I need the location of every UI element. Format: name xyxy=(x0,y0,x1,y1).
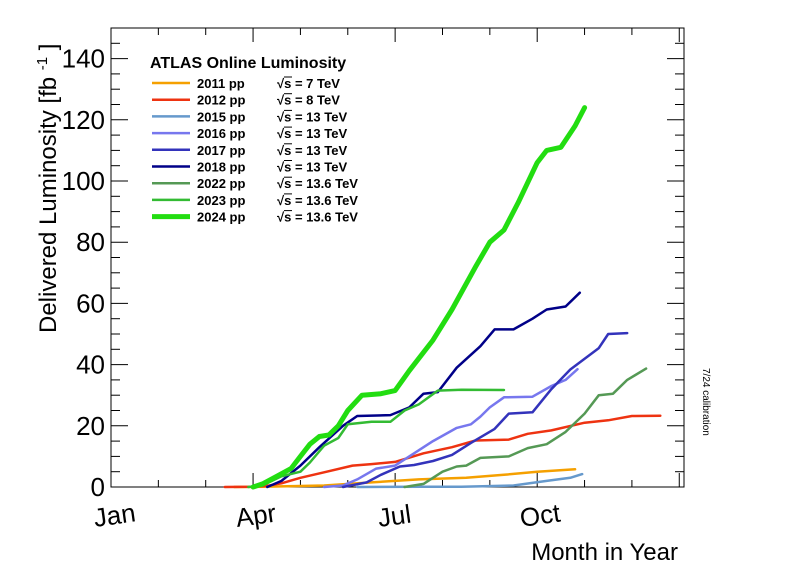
series-line-2023-pp xyxy=(247,388,506,489)
y-tick-label: 120 xyxy=(62,105,105,135)
y-tick-labels: 0 20 40 60 80 100 120 140 xyxy=(62,44,105,502)
x-tick-label: Oct xyxy=(518,497,563,532)
legend-energy: √s = 7 TeV xyxy=(277,76,340,91)
legend-energy: √s = 13.6 TeV xyxy=(277,176,358,191)
legend-energy: √s = 13 TeV xyxy=(277,126,347,141)
y-tick-label: 0 xyxy=(91,472,105,502)
legend-title: ATLAS Online Luminosity xyxy=(150,55,346,72)
y-axis-title-sup: -1 xyxy=(34,57,51,70)
legend-energy: √s = 8 TeV xyxy=(277,93,340,108)
legend-label: 2017 pp xyxy=(197,143,245,158)
x-tick-label: Jul xyxy=(376,499,413,533)
y-tick-label: 140 xyxy=(62,44,105,74)
series-line-2018-pp xyxy=(266,291,582,489)
y-axis-title-main: Delivered Luminosity [fb xyxy=(35,77,62,333)
legend-energy: √s = 13 TeV xyxy=(277,160,347,175)
y-tick-label: 40 xyxy=(76,350,105,380)
legend: 2011 pp √s = 7 TeV 2012 pp √s = 8 TeV 2015 p… xyxy=(152,76,358,225)
legend-label: 2011 pp xyxy=(197,76,245,91)
legend-energy: √s = 13.6 TeV xyxy=(277,193,358,208)
series-line-2011-pp xyxy=(232,468,577,489)
legend-energy: √s = 13 TeV xyxy=(277,109,347,124)
legend-label: 2012 pp xyxy=(197,93,245,108)
legend-label: 2018 pp xyxy=(197,160,245,175)
y-tick-label: 60 xyxy=(76,288,105,318)
series-line-2015-pp xyxy=(355,472,584,489)
x-tick-label: Apr xyxy=(234,498,279,533)
calibration-note: 7/24 calibration xyxy=(700,368,711,436)
x-tick-labels: Jan Apr Jul Oct xyxy=(92,497,563,533)
series-line-2017-pp xyxy=(341,331,629,489)
legend-label: 2024 pp xyxy=(197,210,245,225)
series-line-2016-pp xyxy=(322,367,579,489)
legend-energy: √s = 13.6 TeV xyxy=(277,210,358,225)
series-line-2022-pp xyxy=(403,367,648,489)
legend-label: 2023 pp xyxy=(197,193,245,208)
series-line-2024-pp xyxy=(250,105,588,490)
y-axis-title-close: ] xyxy=(35,44,62,51)
legend-label: 2016 pp xyxy=(197,126,245,141)
series-lines xyxy=(223,105,662,490)
y-tick-label: 20 xyxy=(76,411,105,441)
x-axis-title: Month in Year xyxy=(531,539,678,566)
x-tick-label: Jan xyxy=(92,497,138,533)
legend-energy: √s = 13 TeV xyxy=(277,143,347,158)
legend-label: 2015 pp xyxy=(197,109,245,124)
y-tick-label: 100 xyxy=(62,166,105,196)
y-tick-label: 80 xyxy=(76,227,105,257)
legend-label: 2022 pp xyxy=(197,176,245,191)
series-line-2012-pp xyxy=(223,414,662,489)
y-axis-title: Delivered Luminosity [fb -1 ] xyxy=(26,44,62,333)
